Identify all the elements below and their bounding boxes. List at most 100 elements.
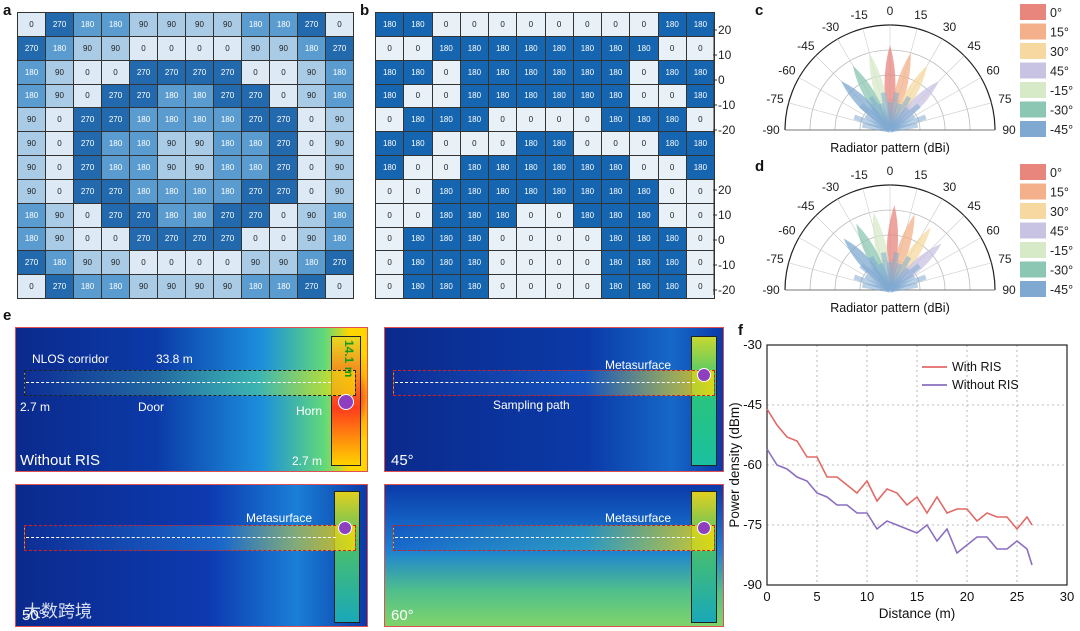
- grid-cell: 270: [214, 84, 241, 108]
- grid-cell: 90: [74, 251, 101, 275]
- grid-cell: 180: [545, 132, 573, 155]
- grid-cell: 90: [186, 156, 213, 179]
- legend-label: -45°: [1050, 283, 1073, 297]
- grid-cell: 180: [517, 36, 545, 60]
- sampling-label: Sampling path: [493, 398, 570, 412]
- grid-cell: 0: [658, 36, 686, 60]
- sim-60: Metasurface 60°: [384, 484, 724, 627]
- angle-tick-label: -75: [766, 252, 784, 266]
- legend-label: -30°: [1050, 104, 1073, 118]
- grid-cell: 0: [545, 13, 573, 36]
- legend-label: 15°: [1050, 26, 1069, 40]
- grid-cell: 180: [489, 203, 517, 227]
- sim-45: Metasurface Sampling path 45°: [384, 327, 724, 472]
- grid-cell: 90: [46, 84, 73, 108]
- grid-cell: 180: [158, 108, 185, 132]
- sim-50: Metasurface 50° 大数跨境: [15, 484, 368, 627]
- grid-cell: 180: [602, 227, 630, 251]
- grid-cell: 90: [298, 203, 325, 227]
- grid-cell: 180: [686, 156, 714, 179]
- legend-label: 30°: [1050, 205, 1069, 219]
- grid-cell: 270: [102, 203, 129, 227]
- grid-cell: 0: [298, 132, 325, 155]
- legend-label: With RIS: [952, 360, 1001, 374]
- grid-cell: 180: [460, 227, 488, 251]
- grid-cell: 90: [46, 227, 73, 251]
- grid-cell: 270: [18, 36, 45, 60]
- angle-tick-label: 0: [887, 4, 894, 18]
- grid-cell: 180: [102, 132, 129, 155]
- grid-cell: 270: [130, 203, 157, 227]
- grid-cell: 90: [270, 251, 297, 275]
- grid-cell: 180: [46, 251, 73, 275]
- grid-cell: 90: [214, 275, 241, 298]
- grid-cell: 180: [102, 275, 129, 298]
- grid-cell: 180: [460, 275, 488, 298]
- panel-label-e: e: [3, 307, 12, 324]
- grid-cell: 180: [298, 36, 325, 60]
- grid-cell: 0: [46, 156, 73, 179]
- grid-cell: 180: [404, 60, 432, 84]
- series-line-without-ris: [766, 448, 1033, 566]
- sampling-line: [395, 537, 695, 538]
- grid-cell: 0: [517, 251, 545, 275]
- radial-tick-label: -20: [718, 123, 736, 137]
- x-tick-label: 10: [860, 589, 874, 604]
- grid-cell: 180: [102, 156, 129, 179]
- sampling-line: [395, 382, 695, 383]
- grid-cell: 0: [630, 13, 658, 36]
- plot-frame: [766, 344, 1068, 586]
- grid-cell: 0: [214, 36, 241, 60]
- grid-cell: 270: [46, 13, 73, 36]
- panel-label-d: d: [755, 158, 765, 175]
- legend-swatch: [1020, 43, 1046, 59]
- grid-cell: 180: [602, 60, 630, 84]
- radial-tick-label: 0: [718, 73, 725, 87]
- grid-cell: 180: [602, 179, 630, 203]
- grid-cell: 90: [298, 227, 325, 251]
- series-line-with-ris: [766, 408, 1033, 531]
- legend-label: -15°: [1050, 84, 1073, 98]
- grid-cell: 0: [686, 227, 714, 251]
- grid-cell: 180: [489, 84, 517, 108]
- grid-cell: 180: [74, 275, 101, 298]
- grid-cell: 0: [573, 251, 601, 275]
- grid-cell: 180: [18, 227, 45, 251]
- grid-cell: 90: [242, 251, 269, 275]
- grid-cell: 0: [545, 227, 573, 251]
- grid-cell: 0: [46, 108, 73, 132]
- angle-tick-label: 15: [914, 168, 928, 182]
- grid-cell: 180: [18, 60, 45, 84]
- radial-tick-label: 20: [718, 23, 732, 37]
- grid-cell: 90: [186, 275, 213, 298]
- line-chart-f: 0 5 10 15 20 25 30 -30 -45 -60 -75 -90 With RIS Witho…: [727, 337, 1074, 621]
- grid-cell: 180: [686, 132, 714, 155]
- grid-cell: 270: [46, 275, 73, 298]
- grid-cell: 180: [658, 132, 686, 155]
- grid-cell: 180: [602, 251, 630, 275]
- grid-cell: 90: [46, 60, 73, 84]
- grid-cell: 0: [18, 13, 45, 36]
- grid-cell: 0: [432, 132, 460, 155]
- grid-cell: 180: [602, 203, 630, 227]
- angle-tick-label: 45: [967, 39, 981, 53]
- grid-cell: 90: [18, 108, 45, 132]
- grid-cell: 0: [517, 203, 545, 227]
- grid-cell: 180: [460, 156, 488, 179]
- grid-cell: 180: [630, 108, 658, 132]
- radial-tick-label: -20: [718, 283, 736, 297]
- legend-label: 15°: [1050, 186, 1069, 200]
- panel-label-f: f: [738, 322, 743, 339]
- y-tick-label: -45: [743, 397, 762, 412]
- grid-cell: 90: [158, 156, 185, 179]
- grid-cell: 180: [18, 84, 45, 108]
- grid-cell: 180: [432, 251, 460, 275]
- grid-cell: 0: [573, 108, 601, 132]
- grid-cell: 90: [298, 60, 325, 84]
- grid-cell: 0: [489, 108, 517, 132]
- grid-cell: 0: [573, 227, 601, 251]
- grid-cell: 180: [658, 275, 686, 298]
- grid-cell: 180: [326, 84, 353, 108]
- grid-cell: 0: [270, 60, 297, 84]
- grid-cell: 90: [326, 132, 353, 155]
